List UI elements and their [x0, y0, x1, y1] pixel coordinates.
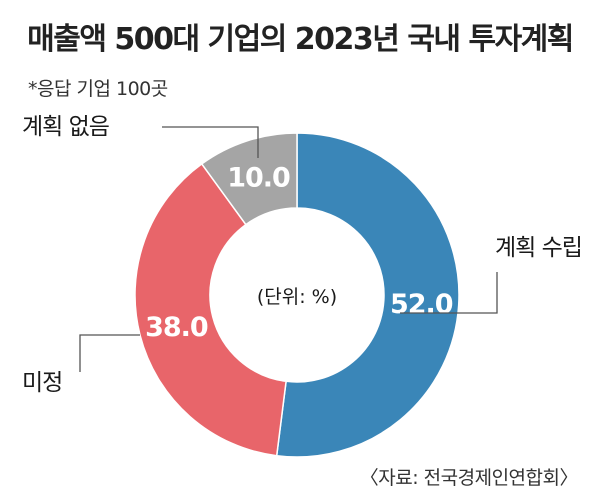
leader-line-undecided	[79, 334, 140, 372]
source-note: 〈자료: 전국경제인연합회〉	[359, 467, 579, 489]
center-unit-label: (단위: %)	[257, 286, 337, 308]
value-label-undecided: 38.0	[145, 312, 208, 343]
slice-undecided	[134, 162, 287, 457]
value-label-no-plan: 10.0	[227, 163, 290, 194]
slice-plan-established	[275, 132, 460, 458]
category-label-no-plan: 계획 없음	[22, 114, 109, 140]
leader-line-plan-established	[400, 272, 498, 314]
leader-line-no-plan	[162, 126, 259, 158]
category-label-plan-established: 계획 수립	[495, 235, 582, 261]
chart-subtitle: *응답 기업 100곳	[28, 78, 168, 100]
category-label-undecided: 미정	[22, 370, 62, 396]
value-label-plan-established: 52.0	[390, 289, 453, 320]
chart-title: 매출액 500대 기업의 2023년 국내 투자계획	[27, 22, 574, 57]
slice-no-plan	[200, 132, 298, 226]
